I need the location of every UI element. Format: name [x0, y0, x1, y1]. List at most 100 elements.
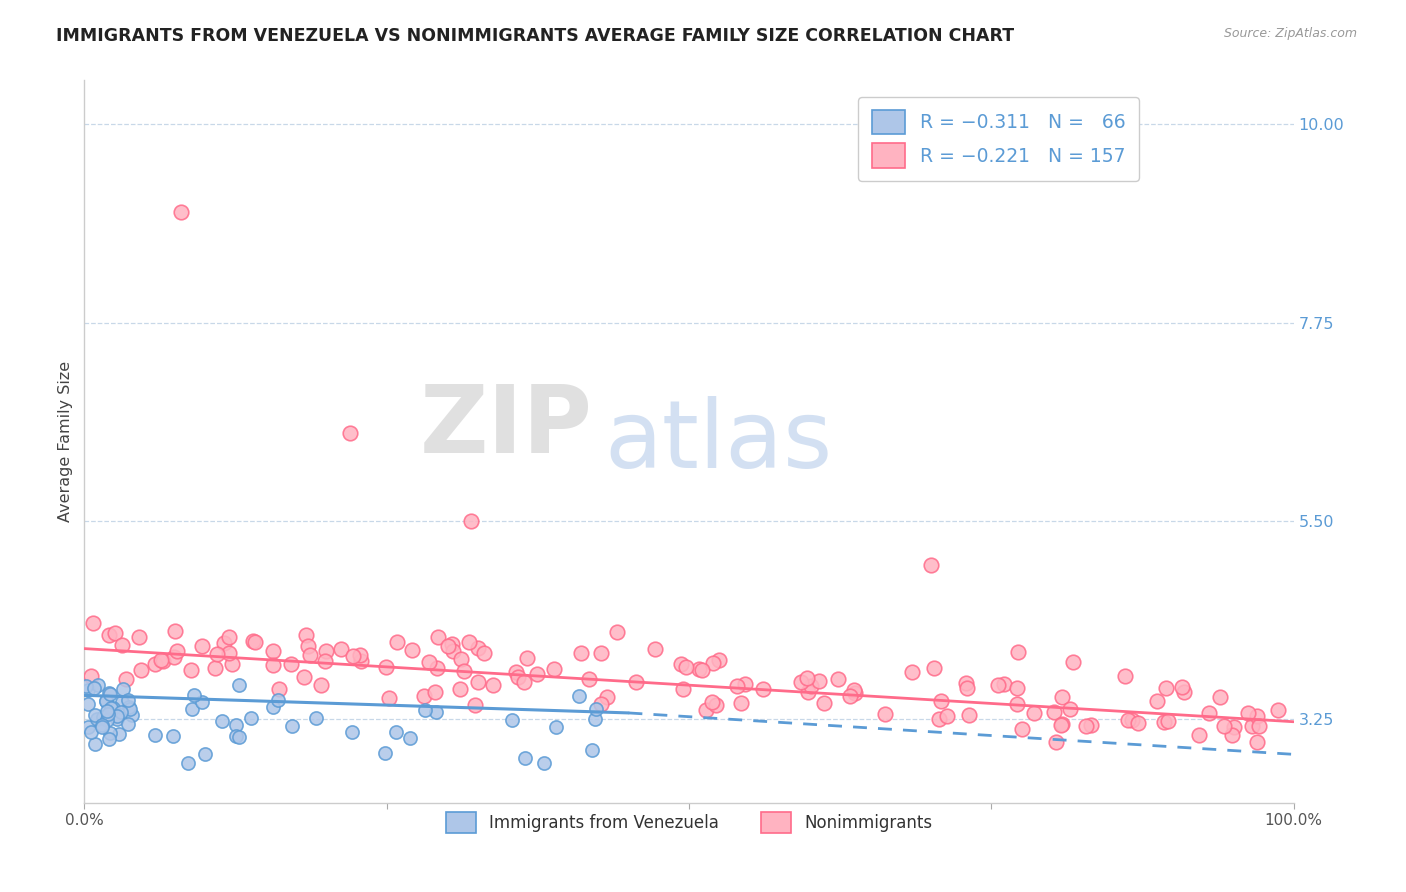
Point	[207, 647, 229, 661]
Point	[214, 636, 236, 650]
Point	[228, 678, 250, 692]
Point	[91, 710, 114, 724]
Point	[100, 726, 122, 740]
Point	[505, 665, 527, 679]
Legend: Immigrants from Venezuela, Nonimmigrants: Immigrants from Venezuela, Nonimmigrants	[434, 800, 943, 845]
Point	[84, 707, 107, 722]
Point	[1059, 702, 1081, 716]
Point	[152, 654, 174, 668]
Point	[1246, 735, 1268, 749]
Point	[413, 689, 436, 703]
Point	[707, 653, 730, 667]
Point	[675, 659, 697, 673]
Point	[501, 713, 523, 727]
Point	[262, 644, 284, 658]
Point	[955, 681, 977, 696]
Point	[695, 703, 717, 717]
Point	[180, 663, 202, 677]
Point	[1050, 717, 1073, 731]
Point	[644, 642, 666, 657]
Point	[340, 724, 363, 739]
Point	[120, 702, 142, 716]
Point	[929, 693, 952, 707]
Point	[1114, 669, 1136, 683]
Point	[1249, 719, 1271, 733]
Point	[181, 702, 204, 716]
Point	[280, 657, 302, 672]
Point	[104, 626, 127, 640]
Point	[1050, 690, 1073, 704]
Point	[924, 661, 946, 675]
Point	[117, 692, 139, 706]
Point	[339, 425, 361, 440]
Point	[83, 737, 105, 751]
Point	[191, 695, 214, 709]
Point	[413, 703, 436, 717]
Point	[262, 700, 284, 714]
Point	[163, 624, 186, 638]
Point	[111, 695, 134, 709]
Point	[591, 646, 613, 660]
Point	[228, 730, 250, 744]
Point	[162, 729, 184, 743]
Point	[606, 624, 628, 639]
Point	[449, 682, 471, 697]
Point	[83, 681, 105, 696]
Point	[221, 657, 243, 671]
Point	[1237, 706, 1260, 720]
Point	[730, 696, 752, 710]
Point	[128, 630, 150, 644]
Point	[1007, 645, 1029, 659]
Point	[797, 685, 820, 699]
Point	[129, 663, 152, 677]
Point	[314, 654, 336, 668]
Text: ZIP: ZIP	[419, 381, 592, 473]
Point	[959, 707, 981, 722]
Point	[350, 654, 373, 668]
Point	[706, 698, 728, 713]
Point	[281, 718, 304, 732]
Point	[225, 729, 247, 743]
Point	[118, 700, 141, 714]
Point	[725, 680, 748, 694]
Point	[374, 659, 396, 673]
Point	[204, 661, 226, 675]
Point	[533, 756, 555, 771]
Point	[441, 643, 464, 657]
Point	[1267, 703, 1289, 717]
Point	[544, 719, 567, 733]
Point	[292, 670, 315, 684]
Point	[262, 658, 284, 673]
Point	[100, 701, 122, 715]
Point	[150, 653, 173, 667]
Point	[91, 718, 114, 732]
Point	[585, 702, 607, 716]
Point	[1146, 694, 1168, 708]
Point	[789, 674, 811, 689]
Point	[218, 646, 240, 660]
Point	[796, 671, 818, 685]
Point	[305, 711, 328, 725]
Point	[98, 687, 121, 701]
Point	[87, 678, 110, 692]
Point	[94, 694, 117, 708]
Point	[467, 675, 489, 690]
Point	[700, 694, 723, 708]
Text: IMMIGRANTS FROM VENEZUELA VS NONIMMIGRANTS AVERAGE FAMILY SIZE CORRELATION CHART: IMMIGRANTS FROM VENEZUELA VS NONIMMIGRAN…	[56, 27, 1014, 45]
Point	[96, 694, 118, 708]
Point	[1188, 727, 1211, 741]
Point	[311, 678, 333, 692]
Point	[97, 685, 120, 699]
Point	[1005, 681, 1028, 695]
Point	[1043, 705, 1066, 719]
Point	[103, 701, 125, 715]
Point	[225, 718, 247, 732]
Point	[211, 714, 233, 728]
Point	[1153, 714, 1175, 729]
Point	[1246, 709, 1268, 723]
Point	[513, 674, 536, 689]
Point	[1011, 722, 1033, 736]
Point	[450, 652, 472, 666]
Point	[1080, 717, 1102, 731]
Point	[239, 711, 262, 725]
